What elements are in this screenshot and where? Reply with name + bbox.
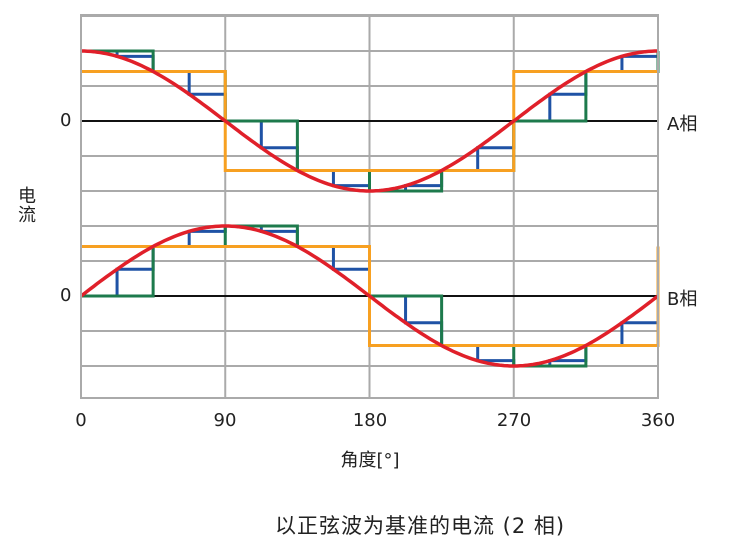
phase-a-label: A相 [667,114,698,135]
plot-border [80,14,659,399]
x-axis-label: 角度[°] [340,450,400,471]
x-tick-label: 90 [213,410,237,431]
phase-a-sine-line [81,49,658,193]
x-tick-label: 270 [496,410,532,431]
y-axis-label: 电流 [15,186,36,224]
phase-b-label: B相 [667,289,698,310]
phase-b-sine-line [79,224,660,368]
x-tick-label: 0 [75,410,87,431]
x-tick-label: 360 [640,410,676,431]
chart-caption: 以正弦波为基准的电流 (2 相) [274,514,566,538]
phase-a-full-step-line [81,70,658,172]
phase-a-zero-label: 0 [60,110,72,131]
x-tick-label: 180 [352,410,388,431]
phase-b-zero-label: 0 [60,285,72,306]
